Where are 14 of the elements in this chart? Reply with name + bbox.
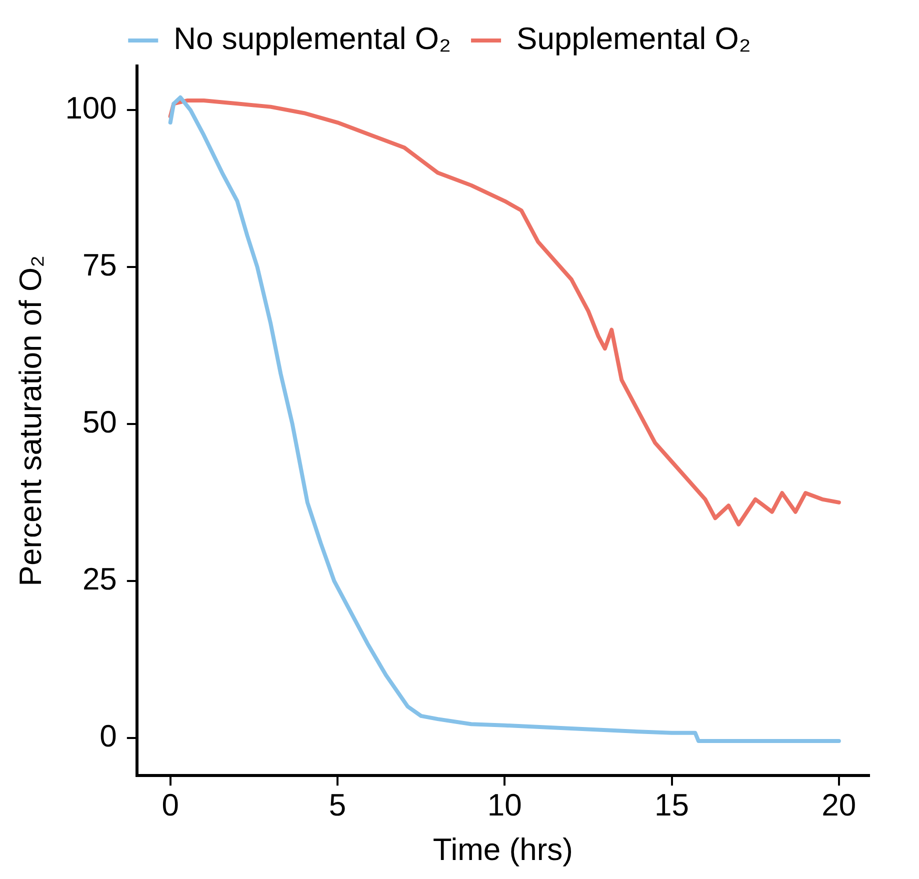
y-tick-label: 75 (82, 247, 117, 282)
y-tick-label: 25 (82, 561, 117, 596)
legend-label: No supplemental O₂ (174, 21, 452, 56)
x-tick-label: 5 (328, 788, 346, 823)
y-tick-label: 50 (82, 404, 117, 440)
legend-label: Supplemental O₂ (516, 21, 751, 56)
y-axis-title: Percent saturation of O₂ (13, 255, 48, 586)
x-axis-title: Time (hrs) (432, 832, 573, 867)
x-tick-label: 0 (162, 788, 179, 823)
x-tick-label: 10 (487, 788, 522, 823)
x-tick-label: 15 (654, 788, 690, 823)
y-tick-label: 100 (65, 90, 117, 126)
x-tick-label: 20 (822, 788, 856, 823)
y-tick-label: 0 (100, 718, 117, 754)
